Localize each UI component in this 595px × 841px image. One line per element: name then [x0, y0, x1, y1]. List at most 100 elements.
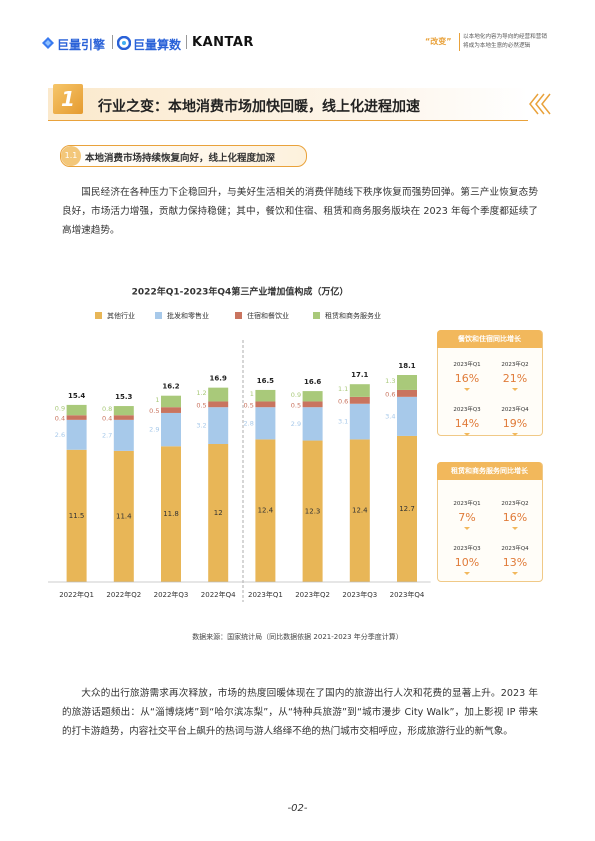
bar-segment: [113, 415, 134, 420]
value-label: 0.4: [55, 415, 65, 423]
panel-caret: [512, 433, 518, 436]
subsection-title: 本地消费市场持续恢复向好，线上化程度加深: [85, 153, 276, 164]
bar-segment: [397, 435, 417, 582]
separator: [459, 33, 460, 51]
total-label: 16.9: [210, 375, 227, 383]
bar-segment: [208, 401, 229, 408]
total-label: 15.4: [68, 392, 85, 400]
bar-segment: [113, 419, 134, 451]
x-tick-label: 2022年Q4: [201, 590, 236, 599]
page-number: -02-: [287, 803, 308, 814]
value-label: 12: [214, 509, 223, 517]
chevrons: [529, 93, 551, 115]
value-label: 12.7: [399, 505, 415, 513]
panel-label: 2023年Q1: [453, 501, 481, 507]
tagline: 以本地化内容为导向的经营和营销 将成为本地生意的必然逻辑: [463, 33, 547, 51]
legend-swatch: [313, 312, 320, 319]
tag: “改变”: [425, 37, 452, 46]
panel-value: 21%: [502, 372, 528, 385]
legend-label: 住宿和餐饮业: [247, 311, 289, 320]
panel-caret: [464, 572, 470, 575]
value-label: 12.4: [258, 507, 274, 515]
separator: [112, 35, 113, 49]
value-label: 0.5: [196, 401, 206, 409]
legend-swatch: [95, 312, 102, 319]
tagline-line: 以本地化内容为导向的经营和营销: [463, 34, 547, 40]
total-label: 15.3: [115, 393, 132, 401]
separator: [186, 35, 187, 49]
legend-swatch: [155, 312, 162, 319]
x-tick-label: 2023年Q4: [390, 590, 425, 599]
bar-segment: [349, 403, 370, 440]
bar-segment: [66, 415, 87, 420]
bar-segment: [161, 395, 181, 408]
bar-segment: [397, 375, 417, 390]
value-label: 11.8: [163, 510, 179, 518]
bar-segment: [397, 389, 417, 397]
total-label: 17.1: [351, 371, 368, 379]
value-label: 2.9: [149, 426, 159, 434]
paragraph: 大众的出行旅游需求再次释放，市场的热度回暖体现在了国内的旅游出行人次和花费的显著…: [62, 688, 538, 737]
chart-title: 2022年Q1-2023年Q4第三产业增加值构成（万亿）: [132, 286, 349, 298]
value-label: 0.9: [291, 391, 301, 399]
value-label: 2.9: [291, 420, 301, 428]
value-label: 1.3: [385, 377, 395, 385]
chart: 2022年Q1-2023年Q4第三产业增加值构成（万亿） 其他行业 批发和零售业 住…: [48, 286, 431, 602]
value-label: 11.4: [116, 512, 132, 520]
value-label: 1: [155, 396, 159, 404]
x-tick-label: 2023年Q2: [295, 590, 330, 599]
logo-text: KANTAR: [192, 35, 254, 50]
x-tick-label: 2022年Q3: [154, 590, 189, 599]
value-label: 0.6: [385, 390, 395, 398]
panel-value: 10%: [454, 556, 480, 569]
bar-segment: [66, 404, 87, 416]
value-label: 0.5: [149, 407, 159, 415]
bar-segment: [66, 449, 87, 582]
value-label: 1.1: [338, 385, 348, 393]
x-tick-label: 2023年Q3: [342, 590, 377, 599]
panel-value: 16%: [454, 372, 480, 385]
panel-caret: [512, 572, 518, 575]
bar-segment: [349, 384, 370, 397]
value-label: 11.5: [69, 512, 85, 520]
x-tick-label: 2022年Q1: [59, 590, 94, 599]
bar-segment: [208, 407, 229, 444]
bar-segment: [397, 396, 417, 436]
panel-value: 16%: [502, 511, 528, 524]
panel-label: 2023年Q3: [453, 546, 481, 552]
subsection-pill: [60, 145, 307, 167]
bar-segment: [161, 446, 181, 582]
section-title: 行业之变：本地消费市场加快回暖，线上化进程加速: [98, 99, 420, 115]
bar-segment: [113, 406, 134, 416]
bar-segment: [255, 407, 276, 440]
value-label: 2.6: [55, 431, 65, 439]
value-label: 0.8: [102, 405, 112, 413]
total-label: 16.5: [257, 377, 274, 385]
logo-icon: [117, 36, 131, 50]
bar-segment: [349, 396, 370, 404]
bar-segment: [255, 439, 276, 582]
panel-header: 租赁和商务服务同比增长: [437, 462, 542, 480]
paragraph: 国民经济在各种压力下企稳回升，与美好生活相关的消费伴随线下秩序恢复而强势回弹。第…: [62, 187, 538, 236]
x-tick-label: 2023年Q1: [248, 590, 283, 599]
bar-segment: [113, 450, 134, 582]
panel-value: 14%: [454, 417, 480, 430]
legend-swatch: [235, 312, 242, 319]
source: 数据来源：国家统计局（同比数据依据 2021-2023 年分季度计算）: [192, 633, 403, 641]
bar-segment: [302, 391, 323, 402]
logo-icon: [42, 37, 54, 49]
value-label: 0.4: [102, 415, 112, 423]
value-label: 3.1: [338, 418, 348, 426]
panel-label: 2023年Q2: [501, 362, 529, 368]
panel-value: 13%: [502, 556, 528, 569]
panel-caret: [464, 388, 470, 391]
total-label: 16.6: [304, 378, 321, 386]
value-label: 3.4: [385, 412, 395, 420]
panel-value: 7%: [458, 511, 476, 524]
value-label: 1.2: [196, 389, 206, 397]
panel-label: 2023年Q2: [501, 501, 529, 507]
panel-value: 19%: [502, 417, 528, 430]
bar-segment: [349, 439, 370, 582]
panel-caret: [512, 527, 518, 530]
